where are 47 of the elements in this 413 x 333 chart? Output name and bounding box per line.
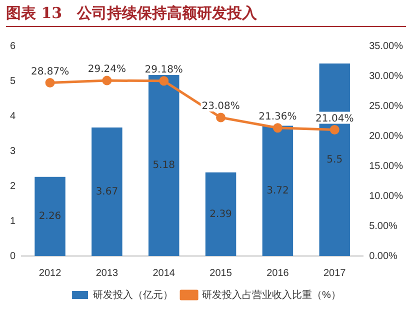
x-tick-label: 2016: [266, 268, 290, 279]
y-tick-label: 5: [10, 76, 16, 87]
data-label: 5.5: [326, 154, 343, 166]
x-tick-label: 2012: [38, 268, 62, 279]
data-label: 2.26: [38, 211, 62, 222]
y-tick-label: 6: [10, 40, 16, 52]
y2-tick-label: 10.00%: [369, 190, 404, 202]
chart-title: 图表 13 公司持续保持高额研发投入: [6, 4, 406, 27]
y2-tick-label: 0.00%: [369, 250, 398, 262]
bar: [205, 172, 236, 256]
y-tick-label: 3: [10, 146, 16, 157]
x-tick-label: 2013: [96, 268, 118, 279]
data-label: 2.39: [210, 208, 232, 220]
legend-label: 研发投入（亿元）: [93, 288, 174, 301]
legend-label: 研发投入占营业收入比重（%）: [202, 288, 341, 301]
y2-tick-label: 20.00%: [369, 130, 404, 142]
x-tick-label: 2017: [324, 268, 346, 279]
bar: [148, 74, 180, 256]
y-tick-label: 0: [10, 250, 16, 262]
data-label: 21.36%: [258, 111, 297, 122]
data-label: 3.72: [266, 185, 289, 196]
bar: [262, 126, 294, 256]
data-label: 29.18%: [144, 64, 183, 76]
y2-tick-label: 15.00%: [369, 160, 404, 172]
y-tick-label: 1: [10, 216, 16, 227]
point: [272, 123, 282, 133]
point: [330, 125, 340, 135]
point: [216, 112, 226, 122]
x-tick-label: 2015: [210, 268, 232, 279]
point: [102, 76, 112, 86]
data-label: 29.24%: [88, 64, 126, 76]
bar: [92, 128, 122, 256]
y2-tick-label: 25.00%: [369, 100, 404, 112]
data-label: 21.04%: [316, 113, 354, 124]
point: [159, 76, 169, 86]
x-tick-label: 2014: [152, 268, 176, 279]
data-label: 28.87%: [30, 66, 70, 78]
data-label: 23.08%: [202, 101, 240, 112]
data-label: 5.18: [152, 160, 175, 171]
y-tick-label: 4: [10, 110, 16, 122]
y-tick-label: 2: [10, 180, 16, 192]
bar: [34, 176, 66, 256]
y2-tick-label: 35.00%: [369, 40, 404, 52]
y2-tick-label: 5.00%: [369, 220, 398, 232]
data-label: 3.67: [96, 186, 118, 198]
y2-tick-label: 30.00%: [369, 70, 404, 82]
point: [45, 78, 55, 88]
